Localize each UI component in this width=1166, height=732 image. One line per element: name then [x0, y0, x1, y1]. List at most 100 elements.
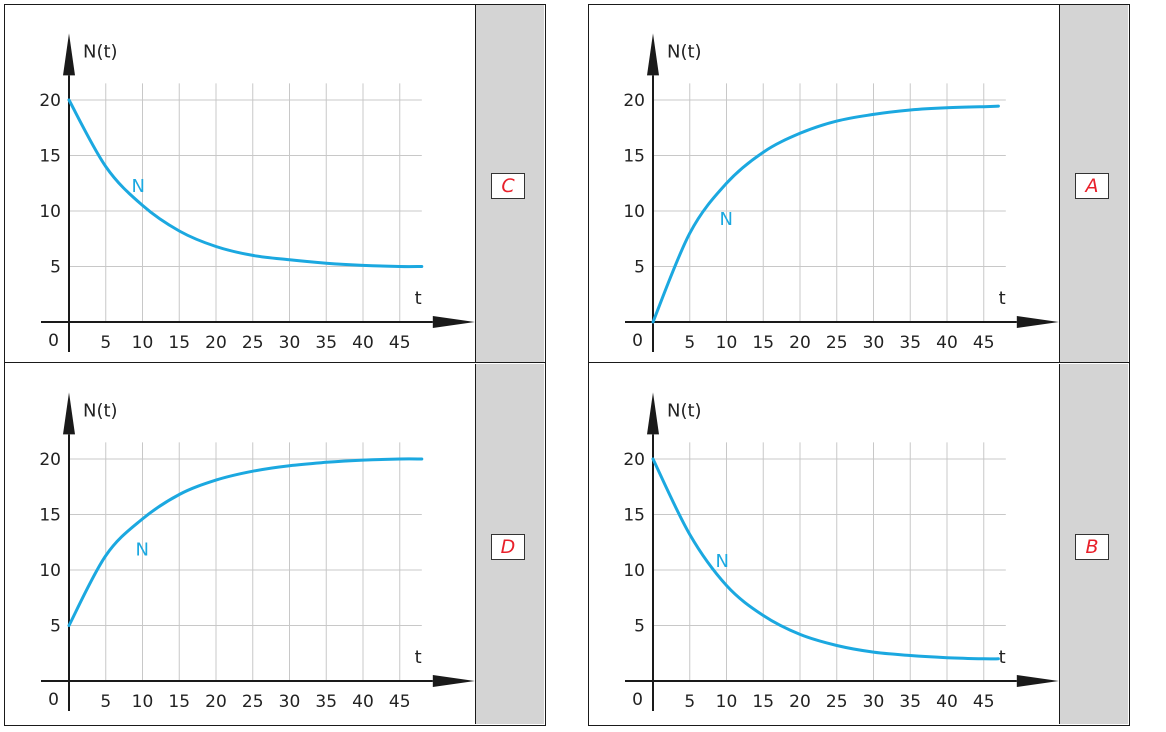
x-tick-label: 35	[315, 692, 337, 712]
answer-badge: C	[491, 173, 525, 199]
y-axis-label: N(t)	[667, 400, 702, 421]
y-tick-label: 20	[623, 450, 645, 470]
chart-panel-3: 5 10 15 20 25 30 35 40 45 5 10 15 20 0 N(t) t N	[623, 392, 1059, 712]
y-tick-label: 10	[623, 202, 645, 222]
y-axis-label: N(t)	[667, 41, 702, 62]
y-axis-arrow	[647, 33, 659, 76]
row-divider	[589, 362, 1129, 363]
x-axis-arrow	[432, 316, 475, 328]
x-axis-label: t	[415, 647, 422, 668]
x-tick-label: 10	[132, 692, 154, 712]
x-tick-label: 30	[863, 692, 885, 712]
curve-label: N	[719, 209, 732, 230]
x-tick-label: 45	[389, 692, 411, 712]
series-line	[651, 457, 1000, 661]
x-tick-label: 40	[352, 692, 374, 712]
x-tick-label: 30	[279, 692, 301, 712]
graph-cell: 5 10 15 20 25 30 35 40 45 5 10 15 20 0 N(t) t N	[5, 5, 475, 365]
chart-panel-2: 5 10 15 20 25 30 35 40 45 5 10 15 20 0 N(t) t N	[39, 392, 475, 712]
answer-badge: A	[1075, 173, 1109, 199]
x-tick-label: 20	[789, 333, 811, 353]
y-axis-arrow	[647, 392, 659, 435]
series-line	[67, 457, 424, 627]
origin-label: 0	[632, 331, 643, 351]
row-divider	[5, 362, 545, 363]
x-tick-label: 40	[352, 333, 374, 353]
y-tick-label: 20	[39, 450, 61, 470]
x-tick-label: 35	[315, 333, 337, 353]
series-line	[651, 104, 1000, 324]
answer-panel: D	[475, 364, 544, 724]
x-tick-label: 5	[684, 333, 695, 353]
x-tick-label: 30	[863, 333, 885, 353]
y-tick-label: 5	[634, 617, 645, 637]
graph-cell: 5 10 15 20 25 30 35 40 45 5 10 15 20 0 N(t) t N	[589, 5, 1059, 365]
series-line	[67, 98, 424, 269]
y-tick-label: 5	[50, 617, 61, 637]
y-axis-label: N(t)	[83, 400, 118, 421]
curve-label: N	[135, 540, 148, 561]
curve-label: N	[131, 176, 144, 197]
x-tick-label: 20	[205, 692, 227, 712]
x-tick-label: 5	[100, 692, 111, 712]
chart-panel-0: 5 10 15 20 25 30 35 40 45 5 10 15 20 0 N(t) t N	[39, 33, 475, 353]
origin-label: 0	[632, 690, 643, 710]
x-tick-label: 10	[716, 692, 738, 712]
x-tick-label: 25	[242, 692, 264, 712]
curve-label: N	[715, 551, 728, 572]
x-tick-label: 5	[100, 333, 111, 353]
x-axis-arrow	[1016, 675, 1059, 687]
x-tick-label: 40	[936, 333, 958, 353]
chart-panel-1: 5 10 15 20 25 30 35 40 45 5 10 15 20 0 N(t) t N	[623, 33, 1059, 353]
x-tick-label: 30	[279, 333, 301, 353]
y-tick-label: 15	[623, 147, 645, 167]
y-axis-label: N(t)	[83, 41, 118, 62]
x-tick-label: 15	[752, 333, 774, 353]
x-axis-label: t	[415, 288, 422, 309]
y-tick-label: 10	[39, 561, 61, 581]
x-axis-label: t	[999, 288, 1006, 309]
x-tick-label: 45	[973, 333, 995, 353]
x-tick-label: 5	[684, 692, 695, 712]
y-tick-label: 15	[39, 506, 61, 526]
y-tick-label: 10	[623, 561, 645, 581]
x-tick-label: 15	[168, 692, 190, 712]
x-tick-label: 40	[936, 692, 958, 712]
y-tick-label: 5	[634, 258, 645, 278]
x-tick-label: 35	[899, 333, 921, 353]
answer-badge: B	[1075, 534, 1109, 560]
x-tick-label: 25	[826, 692, 848, 712]
x-axis-label: t	[999, 647, 1006, 668]
x-tick-label: 35	[899, 692, 921, 712]
x-tick-label: 45	[973, 692, 995, 712]
y-tick-label: 5	[50, 258, 61, 278]
x-axis-arrow	[1016, 316, 1059, 328]
y-tick-label: 20	[623, 91, 645, 111]
x-axis-arrow	[432, 675, 475, 687]
x-tick-label: 20	[205, 333, 227, 353]
x-tick-label: 25	[242, 333, 264, 353]
x-tick-label: 25	[826, 333, 848, 353]
y-tick-label: 20	[39, 91, 61, 111]
left-table: 5 10 15 20 25 30 35 40 45 5 10 15 20 0 N(t) t N C 5 10 15 2…	[4, 4, 546, 726]
y-tick-label: 10	[39, 202, 61, 222]
answer-badge: D	[491, 534, 525, 560]
right-table: 5 10 15 20 25 30 35 40 45 5 10 15 20 0 N(t) t N A 5 10 15 2…	[588, 4, 1130, 726]
origin-label: 0	[48, 690, 59, 710]
x-tick-label: 10	[716, 333, 738, 353]
answer-panel: A	[1059, 5, 1128, 362]
answer-panel: C	[475, 5, 544, 362]
x-tick-label: 15	[168, 333, 190, 353]
graph-cell: 5 10 15 20 25 30 35 40 45 5 10 15 20 0 N(t) t N	[589, 364, 1059, 724]
y-tick-label: 15	[39, 147, 61, 167]
y-axis-arrow	[63, 392, 75, 435]
y-tick-label: 15	[623, 506, 645, 526]
x-tick-label: 20	[789, 692, 811, 712]
answer-panel: B	[1059, 364, 1128, 724]
x-tick-label: 15	[752, 692, 774, 712]
x-tick-label: 45	[389, 333, 411, 353]
graph-cell: 5 10 15 20 25 30 35 40 45 5 10 15 20 0 N(t) t N	[5, 364, 475, 724]
y-axis-arrow	[63, 33, 75, 76]
x-tick-label: 10	[132, 333, 154, 353]
origin-label: 0	[48, 331, 59, 351]
